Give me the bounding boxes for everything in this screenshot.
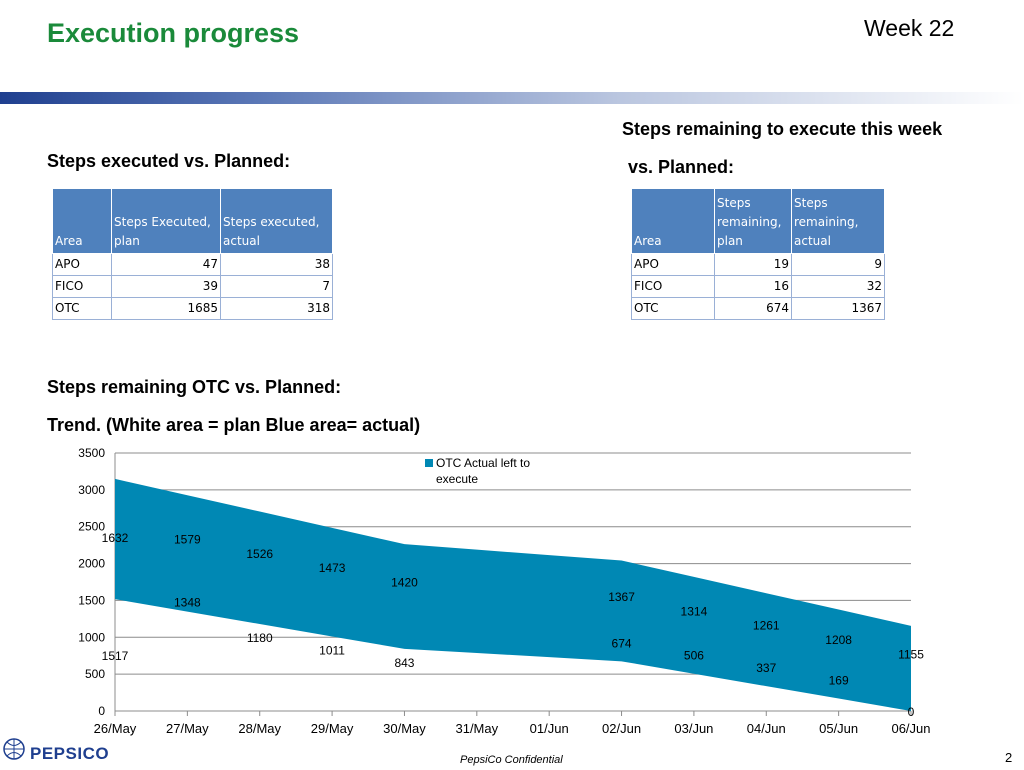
- actual-data-label: 1473: [319, 561, 346, 575]
- plan-data-label: 1011: [319, 643, 345, 657]
- table-row: APO 19 9: [631, 253, 885, 276]
- table-header: Steps remaining, actual: [791, 188, 885, 254]
- x-tick-label: 05/Jun: [819, 721, 858, 736]
- actual-data-label: 1579: [174, 532, 201, 546]
- x-tick-label: 31/May: [455, 721, 498, 736]
- table-cell: APO: [52, 253, 112, 276]
- table-cell: 16: [714, 275, 792, 298]
- plan-data-label: 1180: [247, 631, 273, 645]
- table-cell: FICO: [52, 275, 112, 298]
- y-tick-label: 500: [85, 667, 105, 681]
- x-tick-label: 29/May: [311, 721, 354, 736]
- table-cell: 38: [220, 253, 333, 276]
- table-cell: 1367: [791, 297, 885, 320]
- actual-data-label: 1420: [391, 576, 418, 590]
- actual-data-label: 1261: [753, 619, 780, 633]
- table-cell: OTC: [52, 297, 112, 320]
- plan-data-label: 0: [908, 705, 915, 719]
- table-header: Steps executed, actual: [220, 188, 333, 254]
- confidential-label: PepsiCo Confidential: [460, 754, 563, 766]
- x-tick-label: 02/Jun: [602, 721, 641, 736]
- x-tick-label: 28/May: [238, 721, 281, 736]
- left-heading: Steps executed vs. Planned:: [47, 151, 291, 171]
- table-row: OTC 1685 318: [52, 297, 333, 320]
- table-cell: OTC: [631, 297, 715, 320]
- x-tick-label: 01/Jun: [530, 721, 569, 736]
- y-tick-label: 3000: [78, 483, 105, 497]
- x-tick-label: 04/Jun: [747, 721, 786, 736]
- x-tick-label: 30/May: [383, 721, 426, 736]
- week-label: Week 22: [864, 15, 955, 41]
- y-tick-label: 3500: [78, 446, 105, 460]
- actual-data-label: 1208: [825, 633, 852, 647]
- pepsico-globe-icon: [3, 738, 25, 760]
- plan-data-label: 1517: [102, 649, 129, 663]
- right-heading-line1: Steps remaining to execute this week: [622, 119, 943, 139]
- y-tick-label: 1000: [78, 630, 105, 644]
- actual-area: [115, 478, 911, 711]
- pepsico-logo-text: PEPSICO: [30, 744, 110, 763]
- table-header: Steps Executed, plan: [111, 188, 221, 254]
- plan-data-label: 169: [829, 674, 849, 688]
- x-tick-label: 03/Jun: [674, 721, 713, 736]
- y-tick-label: 2000: [78, 557, 105, 571]
- x-tick-label: 27/May: [166, 721, 209, 736]
- header-gradient-bar: [0, 92, 1024, 104]
- trend-heading-line1: Steps remaining OTC vs. Planned:: [47, 377, 342, 397]
- steps-executed-table: Area Steps Executed, plan Steps executed…: [52, 188, 333, 320]
- actual-data-label: 1632: [102, 531, 129, 545]
- plan-data-label: 337: [756, 661, 776, 675]
- legend-label: OTC Actual left to execute: [436, 456, 530, 486]
- y-tick-label: 2500: [78, 520, 105, 534]
- y-tick-label: 1500: [78, 593, 105, 607]
- table-row: FICO 16 32: [631, 275, 885, 298]
- x-tick-label: 06/Jun: [891, 721, 930, 736]
- right-heading-line2: vs. Planned:: [628, 157, 735, 177]
- plan-data-label: 1348: [174, 596, 201, 610]
- actual-data-label: 1155: [898, 647, 924, 661]
- trend-heading-line2: Trend. (White area = plan Blue area= act…: [47, 415, 421, 435]
- table-cell: 318: [220, 297, 333, 320]
- x-tick-label: 26/May: [94, 721, 137, 736]
- table-cell: 674: [714, 297, 792, 320]
- table-header: Area: [52, 188, 112, 254]
- page-number: 2: [1005, 750, 1013, 765]
- table-row: FICO 39 7: [52, 275, 333, 298]
- legend-swatch: [425, 459, 433, 467]
- y-tick-label: 0: [98, 704, 105, 718]
- table-row: OTC 674 1367: [631, 297, 885, 320]
- plan-data-label: 843: [394, 656, 414, 670]
- table-cell: 1685: [111, 297, 221, 320]
- steps-remaining-table: Area Steps remaining, plan Steps remaini…: [631, 188, 885, 320]
- actual-data-label: 1526: [246, 547, 273, 561]
- actual-data-label: 1314: [681, 604, 708, 618]
- plan-data-label: 674: [612, 636, 632, 650]
- table-header: Steps remaining, plan: [714, 188, 792, 254]
- page-title: Execution progress: [47, 18, 300, 48]
- pepsico-logo: PEPSICO: [0, 734, 130, 768]
- actual-data-label: 1367: [608, 590, 635, 604]
- plan-data-label: 506: [684, 649, 704, 663]
- table-row: APO 47 38: [52, 253, 333, 276]
